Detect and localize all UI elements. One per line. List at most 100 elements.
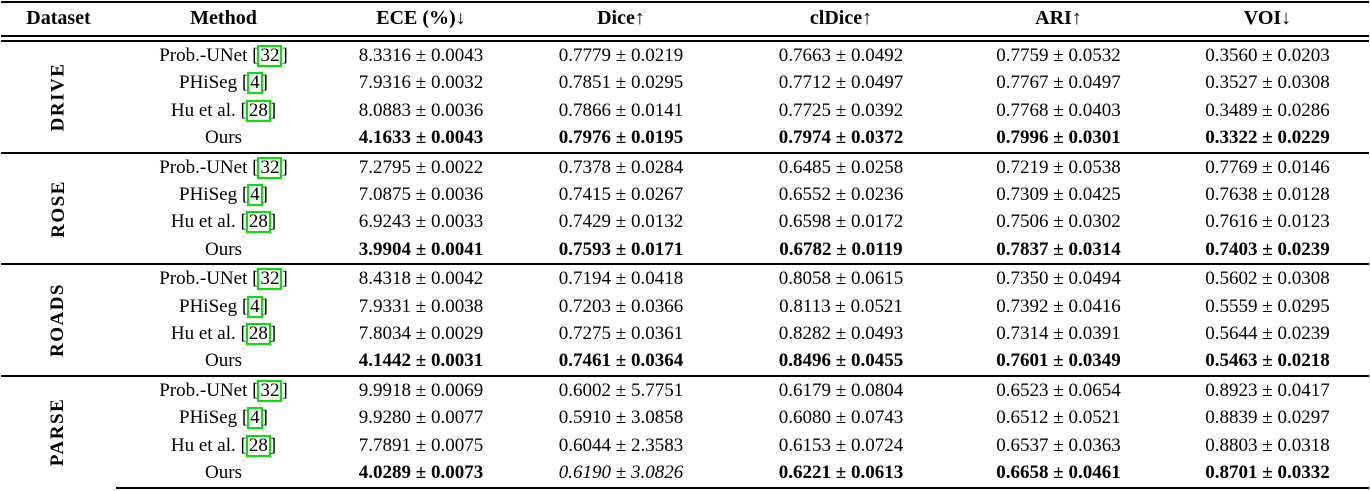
method-cell: Prob.-UNet [32] — [116, 374, 331, 405]
method-cell: Prob.-UNet [32] — [116, 39, 331, 70]
metric-value: 0.7712 ± 0.0497 — [778, 72, 904, 94]
table-row: PHiSeg [4] 9.9280 ± 0.0077 0.5910 ± 3.0858… — [1, 404, 1369, 431]
metric-value: 0.7616 ± 0.0123 — [1205, 211, 1330, 233]
col-header-method: Method — [116, 1, 331, 42]
metric-value: 0.7768 ± 0.0403 — [996, 99, 1121, 121]
metric-cell: 0.5644 ± 0.0239 — [1166, 320, 1369, 347]
metric-cell: 0.6598 ± 0.0172 — [731, 208, 951, 235]
method-cell: Hu et al. [28] — [116, 97, 331, 124]
metric-value: 0.3489 ± 0.0286 — [1205, 99, 1330, 121]
metric-cell: 0.8058 ± 0.0615 — [731, 263, 951, 293]
table-row: ROADS Prob.-UNet [32] 8.4318 ± 0.0042 0.719… — [1, 263, 1369, 376]
metric-value: 4.1442 ± 0.0031 — [358, 350, 484, 372]
metric-value: 0.7219 ± 0.0538 — [996, 156, 1121, 178]
citation-link[interactable]: 28 — [245, 323, 271, 346]
metric-cell: 7.9316 ± 0.0032 — [331, 69, 511, 96]
citation-link[interactable]: 4 — [247, 72, 263, 95]
metric-cell: 0.6658 ± 0.0461 — [951, 459, 1166, 489]
metric-cell: 4.1633 ± 0.0043 — [331, 124, 511, 152]
metric-value: 0.8839 ± 0.0297 — [1205, 407, 1330, 429]
metric-value: 0.7350 ± 0.0494 — [996, 268, 1121, 290]
table-header: Dataset Method ECE (%)↓ Dice↑ clDice↑ ARI↑ VOI… — [1, 1, 1369, 42]
metric-cell: 0.6782 ± 0.0119 — [731, 236, 951, 264]
metric-cell: 0.7996 ± 0.0301 — [951, 124, 1166, 152]
metric-cell: 7.0875 ± 0.0036 — [331, 181, 511, 208]
metric-cell: 0.7275 ± 0.0361 — [511, 320, 731, 347]
method-cell: Hu et al. [28] — [116, 432, 331, 459]
metric-cell: 0.7506 ± 0.0302 — [951, 208, 1166, 235]
metric-cell: 0.7314 ± 0.0391 — [951, 320, 1166, 347]
metric-cell: 0.3560 ± 0.0203 — [1166, 39, 1369, 70]
method-cell: Ours — [116, 124, 331, 152]
metric-cell: 0.5602 ± 0.0308 — [1166, 263, 1369, 293]
metric-value: 6.9243 ± 0.0033 — [358, 211, 484, 233]
metric-value: 0.5463 ± 0.0218 — [1205, 350, 1330, 372]
citation-link[interactable]: 32 — [257, 379, 283, 402]
metric-cell: 8.3316 ± 0.0043 — [331, 39, 511, 70]
metric-value: 0.7601 ± 0.0349 — [996, 350, 1121, 372]
citation-link[interactable]: 4 — [247, 407, 263, 430]
metric-value: 7.9331 ± 0.0038 — [358, 295, 484, 317]
table-row: PHiSeg [4] 7.0875 ± 0.0036 0.7415 ± 0.0267… — [1, 181, 1369, 208]
metric-cell: 7.2795 ± 0.0022 — [331, 151, 511, 182]
metric-cell: 0.5910 ± 3.0858 — [511, 404, 731, 431]
metric-cell: 0.3322 ± 0.0229 — [1166, 124, 1369, 152]
metric-cell: 0.7219 ± 0.0538 — [951, 151, 1166, 182]
metric-cell: 0.6485 ± 0.0258 — [731, 151, 951, 182]
table-row: Ours 4.0289 ± 0.0073 0.6190 ± 3.0826 0.6221… — [1, 459, 1369, 489]
method-cell: Prob.-UNet [32] — [116, 263, 331, 293]
citation-link[interactable]: 32 — [257, 45, 283, 67]
table-row: Ours 4.1442 ± 0.0031 0.7461 ± 0.0364 0.8496… — [1, 347, 1369, 375]
method-name: Prob.-UNet — [159, 268, 248, 290]
citation-open-bracket: [ — [252, 156, 259, 178]
metric-value: 0.7767 ± 0.0497 — [996, 72, 1121, 94]
table-row: Hu et al. [28] 7.8034 ± 0.0029 0.7275 ± 0.… — [1, 320, 1369, 347]
metric-value: 0.7429 ± 0.0132 — [558, 211, 684, 233]
method-cell: PHiSeg [4] — [116, 69, 331, 96]
metric-value: 3.9904 ± 0.0041 — [358, 238, 484, 260]
metric-cell: 0.8282 ± 0.0493 — [731, 320, 951, 347]
metric-value: 0.7194 ± 0.0418 — [558, 268, 684, 290]
citation-link[interactable]: 28 — [245, 211, 271, 234]
col-header-dataset: Dataset — [1, 1, 116, 42]
citation-link[interactable]: 4 — [247, 184, 263, 207]
metric-value: 4.1633 ± 0.0043 — [358, 127, 484, 149]
dataset-label: DRIVE — [47, 62, 69, 132]
metric-cell: 3.9904 ± 0.0041 — [331, 236, 511, 264]
col-header-ece: ECE (%)↓ — [331, 1, 511, 42]
metric-cell: 9.9918 ± 0.0069 — [331, 374, 511, 405]
table-row: Ours 4.1633 ± 0.0043 0.7976 ± 0.0195 0.7974… — [1, 124, 1369, 152]
col-header-voi: VOI↓ — [1166, 1, 1369, 42]
method-name: Prob.-UNet — [159, 379, 248, 401]
citation-close-bracket: ] — [281, 45, 288, 66]
metric-value: 0.3527 ± 0.0308 — [1205, 72, 1330, 94]
table-row: Ours 3.9904 ± 0.0041 0.7593 ± 0.0171 0.6782… — [1, 236, 1369, 264]
metric-value: 8.4318 ± 0.0042 — [358, 268, 484, 290]
dataset-cell-rose: ROSE — [1, 151, 116, 265]
metric-cell: 0.7974 ± 0.0372 — [731, 124, 951, 152]
metric-value: 8.0883 ± 0.0036 — [358, 99, 484, 121]
metric-value: 0.8113 ± 0.0521 — [779, 295, 903, 317]
citation-link[interactable]: 32 — [257, 156, 283, 179]
metric-value: 0.5559 ± 0.0295 — [1205, 295, 1330, 317]
metric-cell: 0.6179 ± 0.0804 — [731, 374, 951, 405]
citation-close-bracket: ] — [261, 407, 268, 429]
citation-link[interactable]: 28 — [245, 99, 271, 122]
citation-close-bracket: ] — [281, 379, 288, 401]
metric-cell: 0.7309 ± 0.0425 — [951, 181, 1166, 208]
metric-cell: 0.7415 ± 0.0267 — [511, 181, 731, 208]
metric-cell: 0.7429 ± 0.0132 — [511, 208, 731, 235]
metric-value: 0.6598 ± 0.0172 — [778, 211, 904, 233]
metric-value: 0.7663 ± 0.0492 — [778, 45, 904, 66]
table-row: Hu et al. [28] 6.9243 ± 0.0033 0.7429 ± 0.… — [1, 208, 1369, 235]
citation-link[interactable]: 4 — [247, 295, 263, 318]
citation-link[interactable]: 28 — [245, 434, 271, 457]
citation-link[interactable]: 32 — [257, 268, 283, 291]
metric-value: 0.6512 ± 0.0521 — [996, 407, 1121, 429]
metric-cell: 0.7779 ± 0.0219 — [511, 39, 731, 70]
metric-value: 0.7309 ± 0.0425 — [996, 184, 1121, 206]
dataset-cell-parse: PARSE — [1, 374, 116, 488]
metric-value: 0.6221 ± 0.0613 — [778, 462, 904, 484]
method-name: Ours — [205, 350, 242, 372]
citation-open-bracket: [ — [241, 407, 249, 429]
